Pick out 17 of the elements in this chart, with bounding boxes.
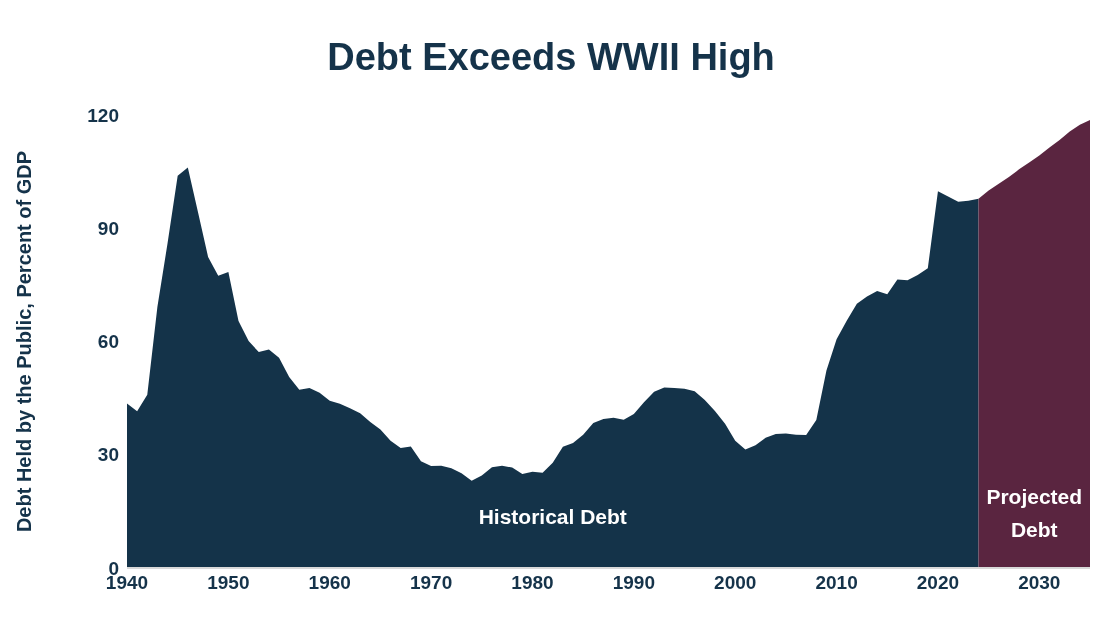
y-tick-label: 30 <box>97 444 119 466</box>
x-tick-label: 1990 <box>612 572 655 594</box>
x-tick-label: 1950 <box>207 572 250 594</box>
series-label: Historical Debt <box>477 503 628 530</box>
x-tick-label: 1960 <box>308 572 351 594</box>
series-label: Projected Debt <box>985 483 1084 543</box>
x-tick-label: 2010 <box>815 572 858 594</box>
x-tick-label: 1980 <box>511 572 554 594</box>
y-tick-label: 90 <box>97 217 119 239</box>
x-tick-label: 2020 <box>916 572 960 594</box>
x-tick-label: 2030 <box>1018 572 1061 594</box>
y-tick-label: 60 <box>97 331 119 353</box>
chart-title: Debt Exceeds WWII High <box>326 36 776 79</box>
x-tick-label: 1970 <box>409 572 453 594</box>
y-tick-label: 120 <box>87 104 119 126</box>
x-tick-label: 2000 <box>714 572 757 594</box>
y-axis-title: Debt Held by the Public, Percent of GDP <box>13 150 36 533</box>
